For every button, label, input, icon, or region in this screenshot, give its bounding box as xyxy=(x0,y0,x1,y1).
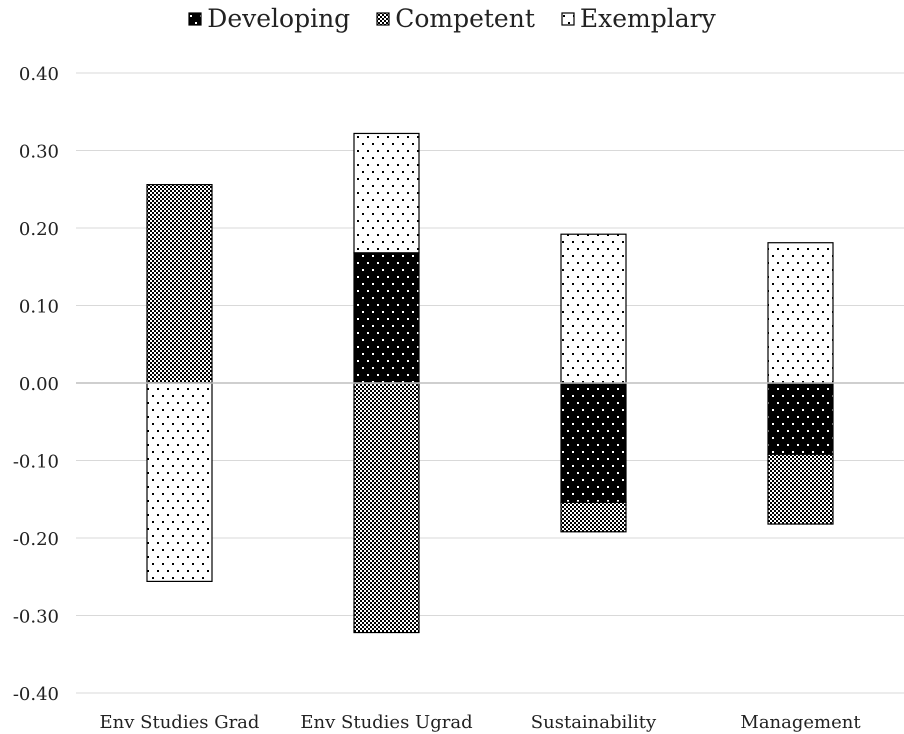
bar-competent xyxy=(146,184,213,384)
bar-exemplary xyxy=(353,132,420,254)
legend-swatch-developing xyxy=(188,11,202,26)
legend-swatch-exemplary xyxy=(561,11,575,26)
legend: Developing Competent Exemplary xyxy=(0,4,904,33)
y-tick-label: 0.00 xyxy=(19,374,59,395)
y-tick-label: 0.10 xyxy=(19,297,59,318)
x-tick-label: Env Studies Grad xyxy=(100,712,260,733)
x-tick-label: Management xyxy=(740,712,861,733)
y-tick-label: 0.30 xyxy=(19,142,59,163)
y-axis-tick-labels: 0.40 0.30 0.20 0.10 0.00 -0.10 -0.20 -0.30 -0.40 xyxy=(13,64,59,705)
bar-competent xyxy=(767,453,834,525)
x-tick-label: Sustainability xyxy=(531,712,657,733)
y-tick-label: -0.30 xyxy=(13,607,59,628)
bar-exemplary xyxy=(146,382,213,582)
y-tick-label: 0.20 xyxy=(19,219,59,240)
y-tick-label: 0.40 xyxy=(19,64,59,85)
legend-label-competent: Competent xyxy=(395,4,535,33)
gridlines xyxy=(76,72,904,694)
bar-developing xyxy=(767,382,834,455)
bar-developing xyxy=(353,252,420,384)
legend-label-exemplary: Exemplary xyxy=(579,4,716,33)
legend-swatch-competent xyxy=(376,11,390,26)
y-tick-label: -0.20 xyxy=(13,529,59,550)
bars xyxy=(146,132,834,634)
legend-item-exemplary: Exemplary xyxy=(561,4,716,33)
bar-exemplary xyxy=(560,233,627,384)
y-tick-label: -0.10 xyxy=(13,452,59,473)
legend-item-developing: Developing xyxy=(188,4,350,33)
bar-competent xyxy=(560,501,627,533)
legend-item-competent: Competent xyxy=(376,4,535,33)
bar-competent xyxy=(353,382,420,634)
bar-developing xyxy=(560,382,627,503)
bar-exemplary xyxy=(767,242,834,384)
x-tick-label: Env Studies Ugrad xyxy=(300,712,472,733)
legend-label-developing: Developing xyxy=(207,4,351,33)
y-tick-label: -0.40 xyxy=(13,684,59,705)
x-axis-tick-labels: Env Studies Grad Env Studies Ugrad Sustain… xyxy=(100,712,862,733)
